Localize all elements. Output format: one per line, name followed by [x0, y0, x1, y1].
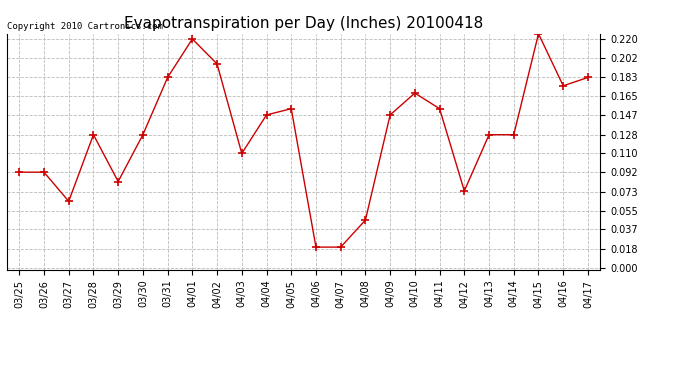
Text: Copyright 2010 Cartronics.com: Copyright 2010 Cartronics.com — [7, 22, 163, 32]
Title: Evapotranspiration per Day (Inches) 20100418: Evapotranspiration per Day (Inches) 2010… — [124, 16, 483, 31]
